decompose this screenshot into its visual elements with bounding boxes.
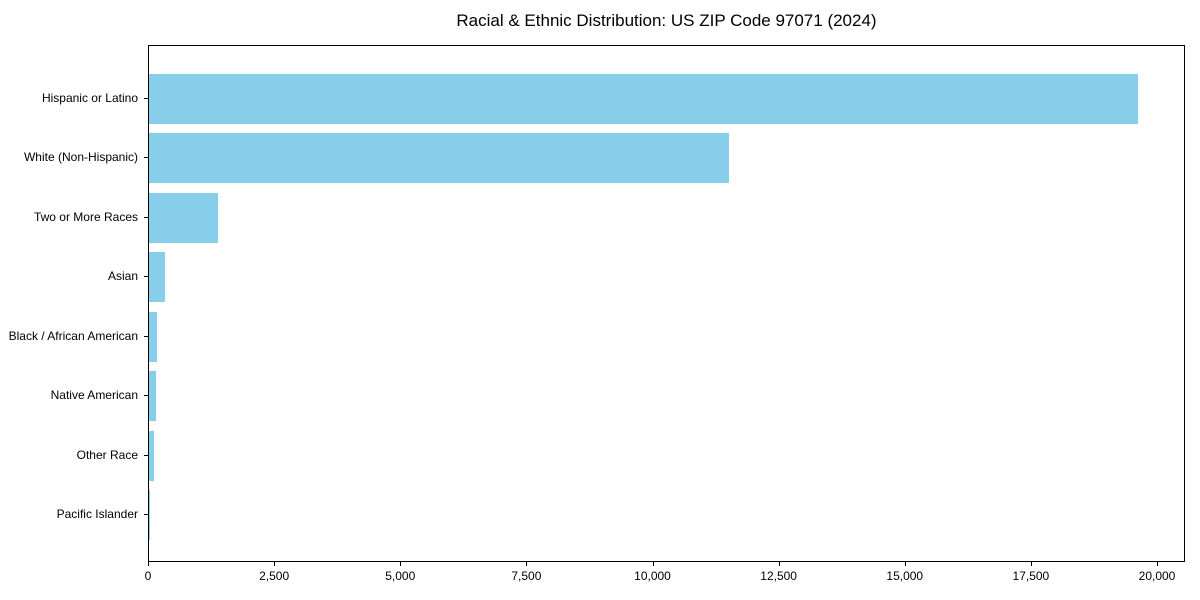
x-axis-tick [652, 562, 654, 566]
y-axis-label: Hispanic or Latino [41, 91, 138, 105]
y-axis-tick [144, 157, 148, 159]
y-axis-label: Asian [107, 269, 138, 284]
x-axis-tick-label: 15,000 [886, 569, 924, 583]
x-axis-tick [904, 562, 906, 566]
y-axis-label: Other Race [76, 447, 138, 462]
x-axis-tick-label: 12,500 [760, 569, 797, 583]
bar [149, 252, 166, 303]
x-axis-tick [778, 562, 780, 566]
y-axis-label: Black / African American [8, 328, 138, 343]
bar [149, 133, 730, 184]
y-axis-tick [144, 98, 148, 99]
y-axis-label: Native American [50, 388, 138, 403]
x-axis-tick [1157, 562, 1158, 566]
x-axis-tick [1030, 562, 1032, 566]
bar [149, 430, 154, 481]
chart-title: Racial & Ethnic Distribution: US ZIP Cod… [456, 11, 877, 30]
bar [149, 490, 150, 540]
y-axis-label: Pacific Islander [56, 507, 138, 521]
x-axis-tick [274, 562, 276, 566]
y-axis-tick [144, 514, 148, 515]
bar [149, 371, 156, 422]
y-axis-label: White (Non-Hispanic) [23, 150, 138, 165]
x-axis-tick [400, 562, 402, 566]
x-axis-tick [526, 562, 528, 566]
x-axis-tick-label: 2,500 [259, 569, 290, 583]
y-axis-tick [144, 454, 148, 456]
bar [149, 192, 219, 243]
y-axis-tick [144, 395, 148, 397]
x-axis-tick [148, 562, 149, 566]
x-axis-tick-label: 10,000 [634, 569, 671, 583]
y-axis-tick [144, 335, 148, 337]
plot-area [148, 45, 1185, 562]
x-axis-tick-label: 7,500 [511, 569, 542, 583]
bar [149, 74, 1138, 124]
y-axis-tick [144, 276, 148, 278]
x-axis-tick-label: 5,000 [385, 569, 416, 583]
bar [149, 311, 157, 362]
y-axis-label: Two or More Races [33, 209, 138, 224]
y-axis-tick [144, 216, 148, 218]
x-axis-tick-label: 17,500 [1012, 569, 1050, 583]
x-axis-tick-label: 20,000 [1138, 569, 1176, 583]
x-axis-tick-label: 0 [144, 569, 152, 583]
